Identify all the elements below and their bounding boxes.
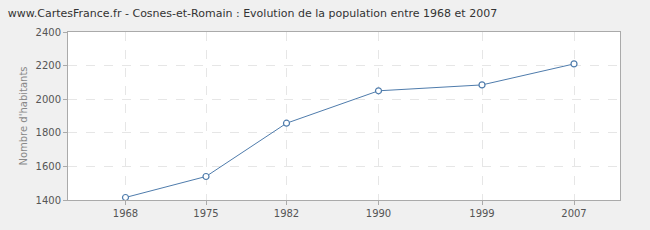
- svg-text:Nombre d'habitants: Nombre d'habitants: [18, 66, 29, 165]
- svg-text:2007: 2007: [561, 208, 586, 219]
- svg-text:1975: 1975: [193, 208, 218, 219]
- svg-text:1968: 1968: [113, 208, 138, 219]
- svg-text:2200: 2200: [36, 60, 61, 71]
- svg-text:1999: 1999: [469, 208, 494, 219]
- svg-text:1990: 1990: [366, 208, 391, 219]
- svg-text:2400: 2400: [36, 27, 61, 38]
- svg-text:2000: 2000: [36, 94, 61, 105]
- svg-text:1982: 1982: [274, 208, 299, 219]
- svg-text:www.CartesFrance.fr - Cosnes-e: www.CartesFrance.fr - Cosnes-et-Romain :…: [8, 7, 497, 20]
- svg-text:1600: 1600: [36, 161, 61, 172]
- svg-text:1800: 1800: [36, 127, 61, 138]
- svg-text:1400: 1400: [36, 195, 61, 206]
